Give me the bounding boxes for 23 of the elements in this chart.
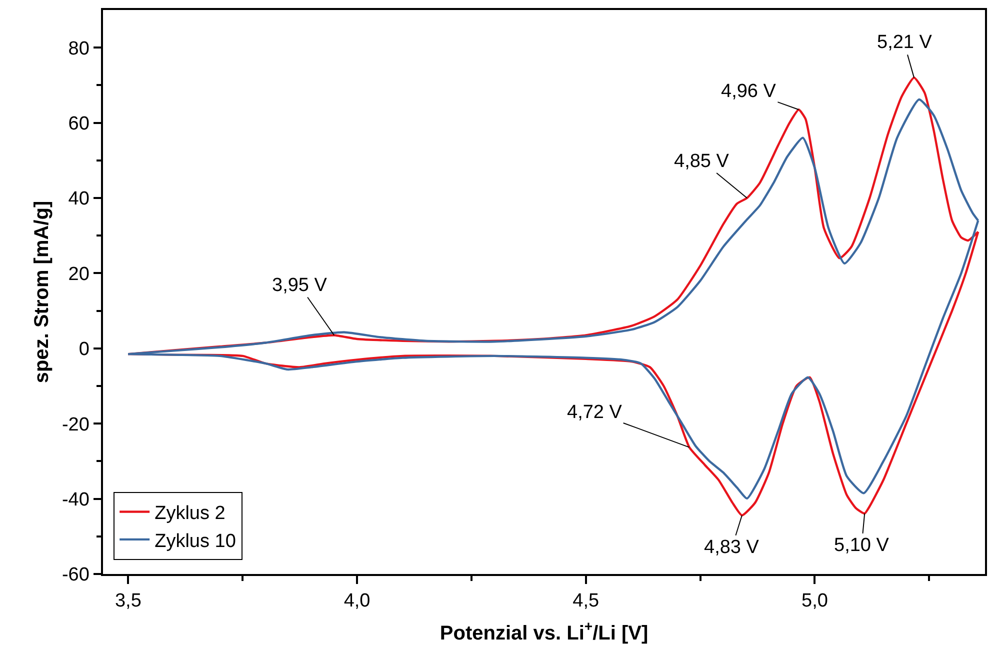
y-tick-label: 40 [68, 188, 90, 210]
x-tick-label: 4,0 [344, 590, 370, 612]
legend-label: Zyklus 2 [154, 503, 226, 524]
annotation: 4,83 V [704, 537, 760, 558]
x-tick-label: 4,5 [572, 590, 600, 612]
y-tick-label: -60 [62, 564, 90, 586]
annotation: 3,95 V [272, 275, 328, 296]
annotation: 4,72 V [567, 402, 622, 423]
annotation: 5,21 V [877, 32, 932, 53]
y-axis-title: spez. Strom [mA/g] [30, 200, 53, 384]
y-tick-label: 60 [68, 113, 90, 134]
annotation: 5,10 V [834, 535, 890, 556]
y-tick-label: 80 [68, 38, 90, 60]
legend-label: Zyklus 10 [154, 530, 236, 552]
annotation: 4,96 V [721, 81, 776, 102]
x-tick-label: 3,5 [114, 590, 142, 612]
y-tick-label: -40 [62, 489, 90, 510]
y-tick-label: 20 [68, 264, 90, 285]
y-tick-label: 0 [78, 339, 90, 360]
y-tick-label: -20 [62, 414, 90, 436]
x-axis-title: Potenzial vs. Li$^{+}$/Li [V] [440, 618, 648, 645]
annotation: 4,85 V [674, 151, 730, 172]
x-tick-label: 5,0 [802, 590, 828, 612]
